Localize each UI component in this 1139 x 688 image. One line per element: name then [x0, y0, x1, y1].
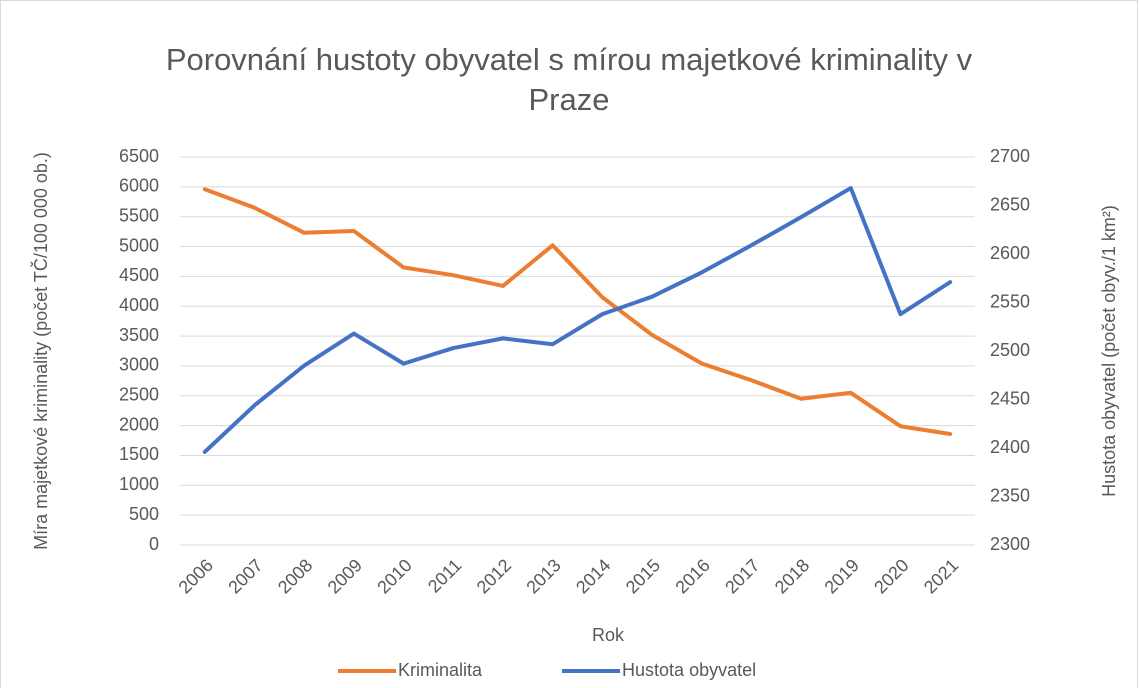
legend-label: Kriminalita: [398, 660, 483, 680]
y2-tick-label: 2300: [990, 534, 1030, 554]
y-tick-label: 5000: [119, 235, 159, 255]
chart-title: Porovnání hustoty obyvatel s mírou majet…: [166, 42, 973, 117]
y2-tick-label: 2650: [990, 194, 1030, 214]
y2-tick-label: 2700: [990, 146, 1030, 166]
y2-tick-label: 2500: [990, 340, 1030, 360]
y2-tick-label: 2350: [990, 485, 1030, 505]
y-tick-label: 6500: [119, 146, 159, 166]
y-tick-label: 4000: [119, 295, 159, 315]
y-tick-label: 1000: [119, 474, 159, 494]
y-tick-label: 3000: [119, 355, 159, 375]
y2-axis-title: Hustota obyvatel (počet obyv./1 km²): [1099, 205, 1119, 497]
y-tick-label: 2500: [119, 385, 159, 405]
y2-tick-label: 2600: [990, 243, 1030, 263]
y-tick-label: 5500: [119, 205, 159, 225]
x-axis-title: Rok: [592, 625, 625, 645]
y2-tick-label: 2400: [990, 437, 1030, 457]
y-tick-label: 500: [129, 504, 159, 524]
y2-tick-label: 2550: [990, 291, 1030, 311]
legend-label: Hustota obyvatel: [622, 660, 756, 680]
y-axis-title: Míra majetkové kriminality (počet TČ/100…: [30, 152, 51, 550]
y-tick-label: 0: [149, 534, 159, 554]
y2-tick-label: 2450: [990, 388, 1030, 408]
line-series: [202, 187, 953, 436]
y-tick-label: 4500: [119, 265, 159, 285]
y-tick-label: 3500: [119, 325, 159, 345]
y-tick-label: 2000: [119, 414, 159, 434]
y-tick-label: 1500: [119, 444, 159, 464]
line-series: [202, 186, 953, 454]
y-tick-label: 6000: [119, 176, 159, 196]
